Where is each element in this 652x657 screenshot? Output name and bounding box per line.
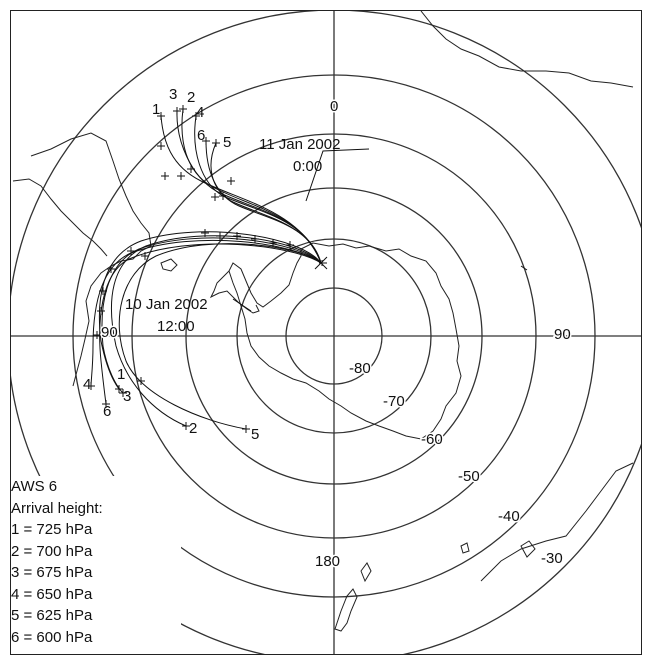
australia-coast <box>480 462 634 582</box>
legend-item-2: 2 = 700 hPa <box>11 542 93 560</box>
falklands <box>160 258 178 272</box>
upper-endpoint-label-6: 6 <box>197 127 205 144</box>
legend-heading: Arrival height: <box>11 499 103 517</box>
upper-endpoint-label-1: 1 <box>152 101 160 118</box>
lat-label-70: -70 <box>383 393 405 410</box>
legend-station: AWS 6 <box>11 478 58 495</box>
trajectories <box>90 108 370 430</box>
lat-label-50: -50 <box>458 468 480 485</box>
new-zealand <box>334 588 358 632</box>
lower-endpoint-label-2: 2 <box>189 420 197 437</box>
lat-label-80: -80 <box>349 360 371 377</box>
polar-map-svg: 0 90 180 90 -80 -70 -60 -50 -40 -30 11 J… <box>11 11 641 654</box>
legend-item-4: 4 = 650 hPa <box>11 585 93 603</box>
trajectory-lower-3 <box>101 237 322 394</box>
upper-endpoint-label-2: 2 <box>187 89 195 106</box>
polar-map: 0 90 180 90 -80 -70 -60 -50 -40 -30 11 J… <box>10 10 642 655</box>
legend: AWS 6 Arrival height: 1 = 725 hPa 2 = 70… <box>11 476 181 648</box>
legend-item-6: 6 = 600 hPa <box>11 628 93 646</box>
lower-endpoint-label-3: 3 <box>123 388 131 405</box>
mid-date-label: 10 Jan 2002 <box>125 296 208 313</box>
meridian-label-0: 0 <box>330 98 338 115</box>
leader-start <box>305 148 370 202</box>
new-zealand-north <box>360 562 372 583</box>
legend-item-1: 1 = 725 hPa <box>11 521 93 538</box>
trajectory-lower-4 <box>90 239 322 387</box>
tasmania <box>520 540 536 558</box>
lower-endpoint-label-4: 4 <box>83 376 91 393</box>
legend-item-5: 5 = 625 hPa <box>11 607 93 624</box>
upper-endpoint-label-3: 3 <box>169 86 177 103</box>
lower-endpoint-label-6: 6 <box>103 403 111 420</box>
upper-endpoint-label-4: 4 <box>196 104 204 121</box>
trajectory-lower-5 <box>118 243 322 430</box>
meridian-label-90-west: 90 <box>101 324 118 341</box>
lat-label-30: -30 <box>541 550 563 567</box>
lat-label-60: -60 <box>421 431 443 448</box>
lat-label-40: -40 <box>498 508 520 525</box>
meridian-label-90-east: 90 <box>554 326 571 343</box>
lower-endpoint-label-1: 1 <box>117 366 125 383</box>
mid-time-label: 12:00 <box>157 318 195 335</box>
leader-mid <box>232 298 252 312</box>
antarctica-coast <box>228 242 462 440</box>
trajectory-upper-6 <box>205 140 322 264</box>
upper-endpoint-label-5: 5 <box>223 134 231 151</box>
meridian-label-180: 180 <box>315 553 340 570</box>
trajectory-lower-6 <box>99 243 322 405</box>
trajectory-markers <box>87 105 528 433</box>
south-america-west <box>12 178 108 257</box>
africa-coast <box>420 11 634 88</box>
trajectory-lower-2 <box>111 235 322 427</box>
start-date-label: 11 Jan 2002 <box>259 136 340 153</box>
island-small <box>460 542 470 554</box>
lower-endpoint-label-5: 5 <box>251 426 259 443</box>
legend-item-3: 3 = 675 hPa <box>11 564 93 581</box>
antarctic-peninsula <box>209 270 260 314</box>
start-time-label: 0:00 <box>293 158 322 175</box>
